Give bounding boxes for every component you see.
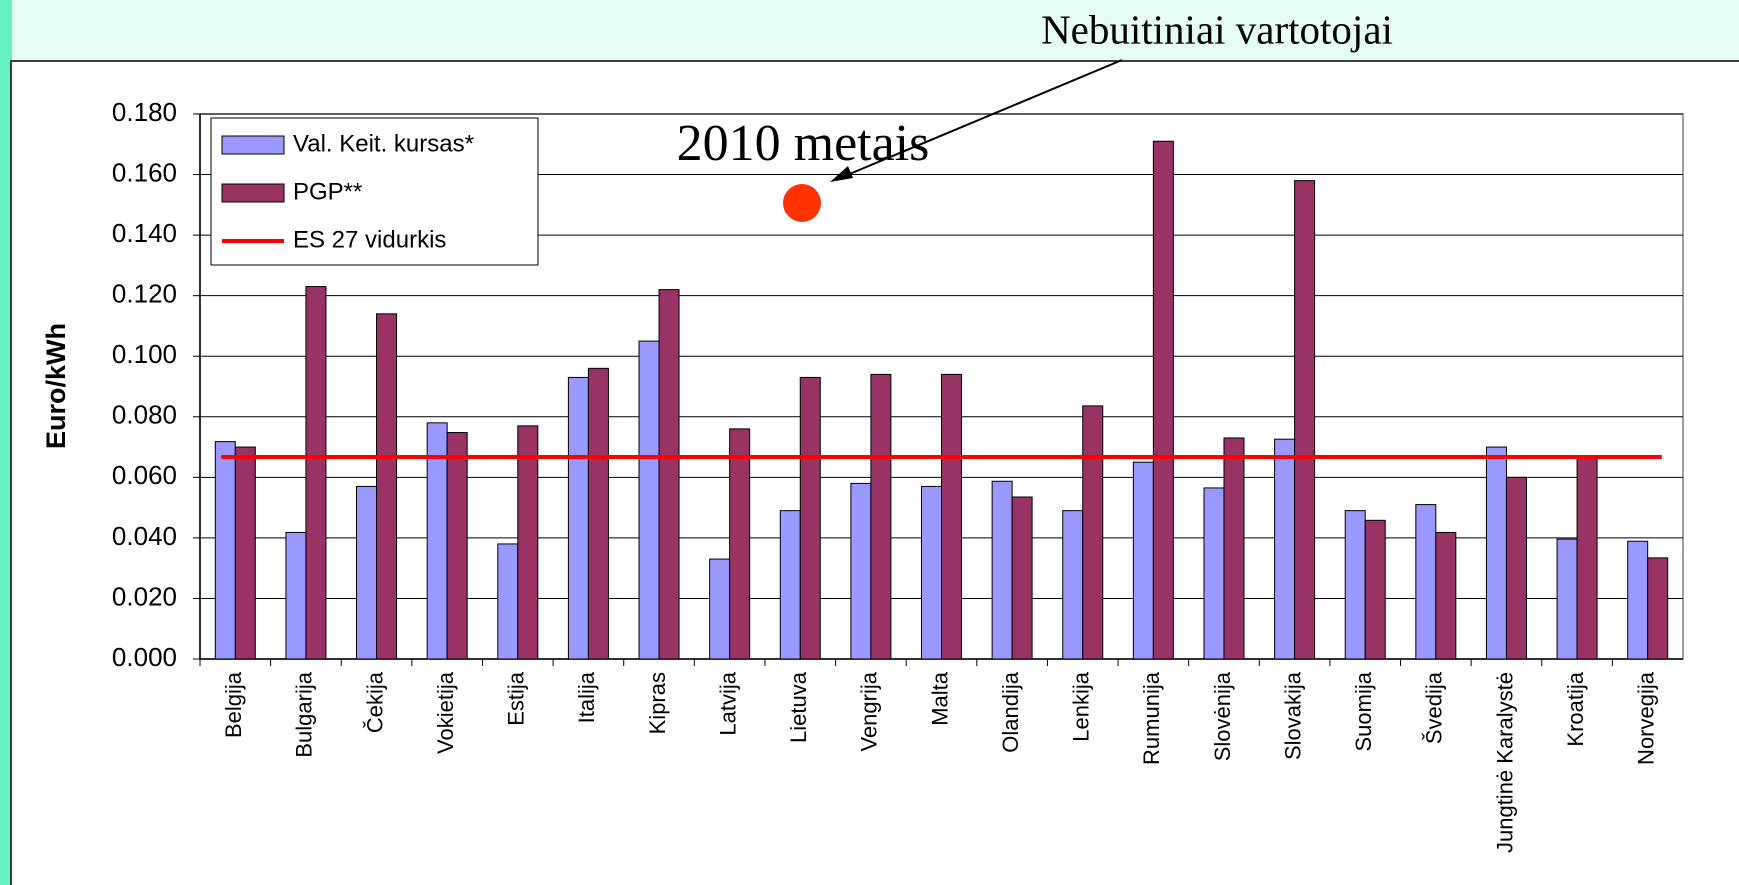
bar <box>376 313 398 660</box>
x-tick-label: Norvegija <box>1634 671 1659 765</box>
x-tick-label: Lenkija <box>1069 671 1094 741</box>
y-tick-label: 0.120 <box>112 279 177 309</box>
y-tick-label: 0.180 <box>112 97 177 127</box>
bar <box>870 373 892 660</box>
x-tick-label: Latvija <box>715 671 740 735</box>
marker-dot <box>783 184 821 222</box>
bar <box>1152 140 1174 660</box>
bar <box>1011 496 1033 660</box>
bar <box>1132 461 1154 660</box>
y-tick-label: 0.160 <box>112 157 177 187</box>
x-tick-label: Rumunija <box>1139 671 1164 765</box>
bar <box>799 376 821 660</box>
bar <box>941 373 962 660</box>
x-tick-label: Slovakija <box>1280 671 1305 760</box>
legend-label: PGP** <box>293 178 362 205</box>
bar <box>234 446 256 660</box>
bar <box>1627 540 1649 660</box>
bar <box>1344 510 1366 660</box>
bar <box>850 482 872 660</box>
bar <box>497 543 519 660</box>
annotation: Nebuitiniai vartotojai <box>1041 6 1393 52</box>
bar <box>1485 446 1507 660</box>
bar <box>658 289 680 660</box>
bar <box>1435 531 1457 660</box>
x-tick-label: Bulgarija <box>292 671 317 757</box>
legend-label: Val. Keit. kursas* <box>293 130 474 157</box>
x-tick-label: Vengrija <box>857 671 882 751</box>
bar <box>446 432 468 660</box>
y-tick-label: 0.080 <box>112 400 177 430</box>
x-tick-label: Belgija <box>221 671 246 738</box>
y-tick-label: 0.060 <box>112 460 177 490</box>
y-tick-label: 0.020 <box>112 581 177 611</box>
x-tick-label: Kipras <box>645 672 670 734</box>
x-tick-label: Jungtinė Karalystė <box>1492 672 1517 853</box>
bar <box>638 340 660 660</box>
x-tick-label: Čekija <box>362 671 387 733</box>
annotation: 2010 metais <box>677 115 930 172</box>
bar <box>1556 538 1578 660</box>
x-tick-label: Švedija <box>1422 671 1447 744</box>
x-tick-label: Kroatija <box>1563 671 1588 746</box>
y-axis-label: Euro/kWh <box>41 323 71 449</box>
bar <box>1415 504 1437 660</box>
arrow-line <box>839 59 1123 179</box>
x-tick-label: Italija <box>574 671 599 723</box>
legend-label: ES 27 vidurkis <box>293 226 446 253</box>
x-tick-label: Estija <box>504 671 529 726</box>
bar <box>1505 476 1527 660</box>
bar <box>356 485 378 660</box>
bar <box>709 558 731 660</box>
legend-swatch <box>221 135 285 155</box>
x-tick-label: Lietuva <box>786 671 811 743</box>
x-tick-label: Suomija <box>1351 671 1376 751</box>
bar <box>1576 456 1598 660</box>
bar <box>779 510 801 660</box>
y-tick-label: 0.000 <box>112 642 177 672</box>
bar <box>729 428 751 660</box>
x-tick-label: Malta <box>927 671 952 726</box>
side-strip <box>0 0 12 885</box>
bar <box>1364 519 1386 660</box>
x-tick-label: Olandija <box>998 671 1023 752</box>
bar <box>305 286 327 660</box>
bar <box>1294 180 1316 660</box>
x-tick-label: Vokietija <box>433 671 458 754</box>
bar <box>1223 437 1245 660</box>
bar <box>517 425 539 660</box>
y-tick-label: 0.140 <box>112 218 177 248</box>
bar <box>991 480 1013 660</box>
bar <box>1062 510 1084 660</box>
bar <box>1203 487 1225 660</box>
bar <box>1647 557 1669 660</box>
y-tick-label: 0.040 <box>112 521 177 551</box>
bar <box>921 485 942 660</box>
y-tick-label: 0.100 <box>112 339 177 369</box>
bar <box>1082 405 1104 660</box>
bar <box>587 367 609 660</box>
bar <box>285 531 307 660</box>
bar <box>567 376 589 660</box>
bar <box>1274 438 1296 660</box>
x-tick-label: Slovėnija <box>1210 671 1235 761</box>
bar <box>214 441 236 660</box>
arrow-head <box>830 166 853 182</box>
legend-swatch <box>221 183 285 203</box>
